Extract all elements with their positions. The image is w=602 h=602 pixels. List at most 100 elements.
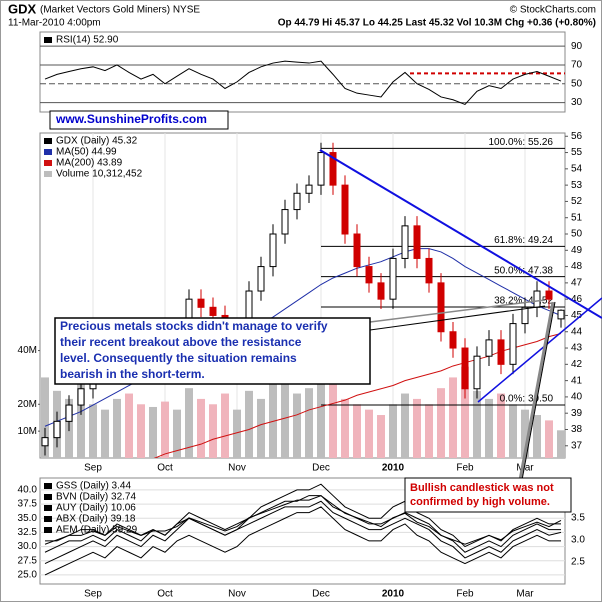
fibonacci-label: 38.2%: 45.52 bbox=[494, 296, 553, 307]
volume-bar bbox=[389, 404, 397, 458]
comment: bearish in the short-term. bbox=[60, 367, 205, 381]
note: Bullish candlestick was not bbox=[410, 482, 554, 494]
volume-bar bbox=[245, 390, 253, 458]
volume-bar bbox=[557, 430, 565, 458]
x-tick-label: Dec bbox=[312, 463, 330, 474]
volume-bar bbox=[125, 393, 133, 458]
y-tick-label: 47 bbox=[571, 278, 583, 289]
candle-body bbox=[293, 192, 301, 211]
volume-bar bbox=[473, 390, 481, 458]
candle-body bbox=[329, 152, 337, 186]
y-tick-label: 50 bbox=[571, 78, 583, 89]
overlay-panel bbox=[39, 477, 566, 585]
y-tick-label: 53 bbox=[571, 180, 583, 191]
candle-body bbox=[77, 388, 85, 406]
url: www.SunshineProfits.com bbox=[55, 112, 207, 126]
fibonacci-label: 100.0%: 55.26 bbox=[489, 137, 554, 148]
candle-body bbox=[497, 339, 505, 365]
volume-bar bbox=[305, 388, 313, 458]
candle-body bbox=[545, 290, 553, 300]
candle-body bbox=[509, 323, 517, 365]
volume-bar bbox=[149, 406, 157, 458]
candle-body bbox=[353, 233, 361, 268]
pointer bbox=[521, 301, 556, 481]
volume-bar bbox=[257, 398, 265, 458]
volume-bar bbox=[137, 404, 145, 458]
x-tick-label: 2010 bbox=[382, 463, 405, 474]
y-tick-label: 51 bbox=[571, 212, 583, 223]
volume-bar bbox=[41, 377, 49, 458]
y2-tick-label: 3.5 bbox=[571, 512, 585, 523]
y-tick-label: 30 bbox=[571, 97, 583, 108]
candle-body bbox=[209, 306, 217, 316]
url-box bbox=[49, 110, 229, 130]
date: 11-Mar-2010 4:00pm bbox=[8, 18, 101, 29]
candle-body bbox=[41, 437, 49, 447]
volume-bar bbox=[485, 398, 493, 458]
y-tick-label: 41 bbox=[571, 375, 583, 386]
y-tick-label: 25.0 bbox=[18, 570, 38, 581]
candle-body bbox=[53, 420, 61, 439]
candle-body bbox=[281, 209, 289, 235]
x-tick-label: Sep bbox=[84, 463, 102, 474]
trendline bbox=[477, 297, 602, 403]
candle-body bbox=[257, 266, 265, 292]
legend-swatch bbox=[44, 160, 52, 166]
y-tick-label: 42 bbox=[571, 359, 583, 370]
legend-entry: MA(200) 43.89 bbox=[56, 158, 123, 169]
legend-entry: AUY (Daily) 10.06 bbox=[56, 503, 136, 514]
candle-body bbox=[557, 309, 565, 320]
comment: their recent breakout above the resistan… bbox=[60, 335, 302, 349]
x-tick-label: Feb bbox=[456, 463, 474, 474]
volume-tick-label: 10M bbox=[18, 426, 37, 437]
candle-body bbox=[305, 184, 313, 194]
volume-bar bbox=[401, 393, 409, 458]
x-tick-label: Mar bbox=[516, 589, 534, 600]
volume-bar bbox=[197, 398, 205, 458]
volume-bar bbox=[101, 409, 109, 458]
fibonacci-label: 61.8%: 49.24 bbox=[494, 235, 553, 246]
x-tick-label: Oct bbox=[157, 463, 173, 474]
volume-bar bbox=[377, 415, 385, 458]
candle-body bbox=[485, 339, 493, 357]
y-tick-label: 45 bbox=[571, 310, 583, 321]
volume-bar bbox=[497, 393, 505, 458]
candle-body bbox=[389, 257, 397, 300]
y-tick-label: 56 bbox=[571, 131, 583, 142]
candle-body bbox=[413, 225, 421, 259]
legend-swatch bbox=[44, 138, 52, 144]
candle-body bbox=[377, 282, 385, 300]
series-line bbox=[44, 506, 561, 576]
legend-swatch bbox=[44, 37, 52, 43]
volume-bar bbox=[269, 377, 277, 458]
volume-bar bbox=[545, 420, 553, 458]
legend-entry: GDX (Daily) 45.32 bbox=[56, 136, 138, 147]
legend-entry: MA(50) 44.99 bbox=[56, 147, 117, 158]
y-tick-label: 70 bbox=[571, 60, 583, 71]
volume-bar bbox=[317, 372, 325, 458]
trendline bbox=[319, 149, 602, 319]
y-tick-label: 37.5 bbox=[18, 499, 38, 510]
legend-swatch bbox=[44, 516, 52, 522]
series-line bbox=[44, 60, 562, 106]
volume-tick-label: 40M bbox=[18, 345, 37, 356]
volume-bar bbox=[113, 398, 121, 458]
y-tick-label: 43 bbox=[571, 343, 583, 354]
volume-bar bbox=[365, 409, 373, 458]
volume-bar bbox=[233, 409, 241, 458]
volume-bar bbox=[173, 409, 181, 458]
volume-bar bbox=[77, 382, 85, 458]
symbol-name: (Market Vectors Gold Miners) NYSE bbox=[40, 5, 200, 16]
volume-bar bbox=[341, 398, 349, 458]
comment: Precious metals stocks didn't manage to … bbox=[60, 319, 328, 333]
candle-body bbox=[341, 184, 349, 235]
y-tick-label: 49 bbox=[571, 245, 583, 256]
y-tick-label: 54 bbox=[571, 163, 583, 174]
x-tick-label: Mar bbox=[516, 463, 534, 474]
candle-body bbox=[533, 290, 541, 308]
legend-swatch bbox=[44, 527, 52, 533]
y-tick-label: 35.0 bbox=[18, 513, 38, 524]
candle-body bbox=[269, 233, 277, 268]
note-box bbox=[404, 477, 572, 513]
y-tick-label: 32.5 bbox=[18, 527, 38, 538]
